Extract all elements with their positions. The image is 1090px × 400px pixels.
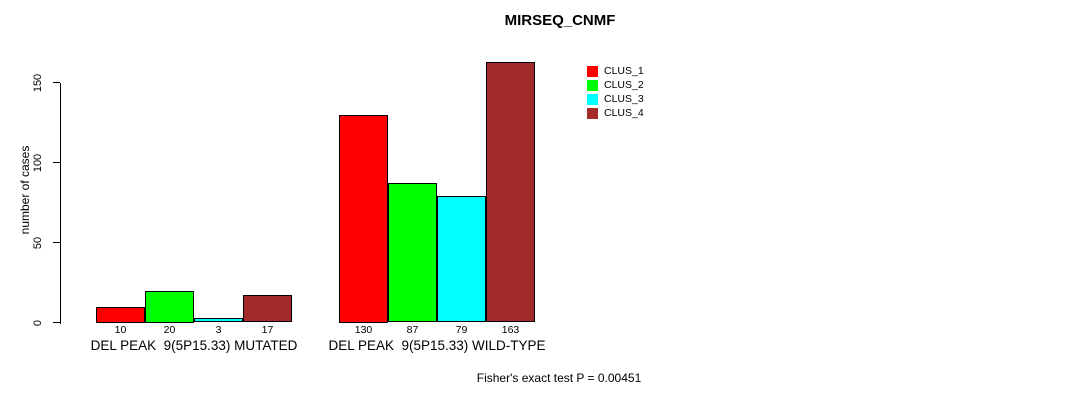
- legend-item-label: CLUS_4: [604, 107, 644, 119]
- x-axis-group-label: DEL PEAK 9(5P15.33) WILD-TYPE: [328, 338, 546, 353]
- bar-clus-1-group1: [96, 306, 145, 323]
- y-axis-label: number of cases: [18, 145, 32, 235]
- x-axis-group-label: DEL PEAK 9(5P15.33) MUTATED: [90, 338, 298, 353]
- y-axis-line: [60, 82, 61, 324]
- bar-value-label: 130: [354, 323, 373, 336]
- legend-swatch: [587, 108, 598, 119]
- bar-clus-4-group1: [243, 295, 292, 323]
- bar-value-label: 10: [114, 323, 127, 336]
- legend-swatch: [587, 66, 598, 77]
- bar-value-label: 79: [455, 323, 468, 336]
- legend-item-label: CLUS_2: [604, 79, 644, 91]
- bar-clus-3-group1: [194, 317, 243, 323]
- bar-value-label: 20: [163, 323, 176, 336]
- y-axis-tick-label: 0: [32, 319, 44, 326]
- bar-value-label: 17: [261, 323, 274, 336]
- y-axis-tick: [53, 242, 60, 243]
- bar-value-label: 87: [406, 323, 419, 336]
- bar-clus-3-group2: [437, 196, 486, 323]
- bar-clus-2-group1: [145, 290, 194, 323]
- legend-swatch: [587, 80, 598, 91]
- bar-value-label: 3: [215, 323, 222, 336]
- legend-item: CLUS_3: [587, 94, 644, 105]
- legend-item-label: CLUS_1: [604, 65, 644, 77]
- fisher-test-annotation: Fisher's exact test P = 0.00451: [476, 371, 642, 385]
- bar-value-label: 163: [501, 323, 520, 336]
- y-axis-tick-label: 50: [32, 236, 44, 249]
- bar-clus-1-group2: [339, 114, 388, 323]
- y-axis-tick: [53, 322, 60, 323]
- y-axis-tick: [53, 82, 60, 83]
- y-axis-tick-label: 100: [32, 153, 44, 172]
- chart-title: MIRSEQ_CNMF: [504, 12, 616, 29]
- legend-swatch: [587, 94, 598, 105]
- legend-item: CLUS_4: [587, 108, 644, 119]
- y-axis-tick-label: 150: [32, 73, 44, 92]
- bar-clus-4-group2: [486, 61, 535, 323]
- legend-item: CLUS_2: [587, 80, 644, 91]
- legend-item: CLUS_1: [587, 66, 644, 77]
- bar-clus-2-group2: [388, 183, 437, 323]
- y-axis-tick: [53, 162, 60, 163]
- legend-item-label: CLUS_3: [604, 93, 644, 105]
